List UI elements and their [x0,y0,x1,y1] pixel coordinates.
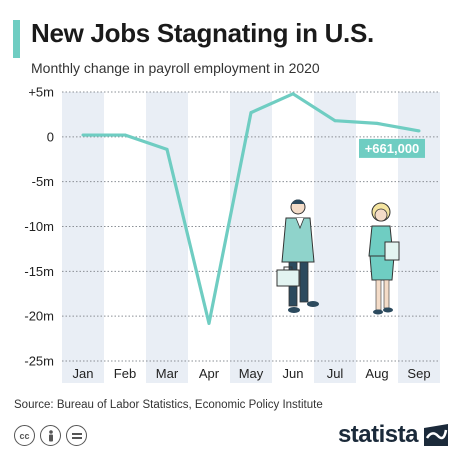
business-people-illustration [276,199,400,315]
data-point [291,92,295,96]
series-line [81,92,421,325]
x-tick-label: May [239,366,264,381]
y-tick-label: 0 [47,129,54,144]
x-tick-label: Aug [365,366,388,381]
cc-icon[interactable]: cc [14,425,35,446]
y-tick-label: -10m [24,219,54,234]
month-bands [62,92,440,383]
businessman-figure [276,199,319,313]
data-point [375,121,379,125]
y-tick-label: -15m [24,264,54,279]
x-tick-label: Jul [327,366,344,381]
x-tick-label: Feb [114,366,136,381]
month-band [62,92,104,383]
data-point [417,129,421,133]
month-band [314,92,356,383]
statista-logo-icon [424,424,448,446]
data-point [165,147,169,151]
annotation-box [359,138,425,158]
title-accent-bar [13,20,20,58]
x-tick-label: Jan [73,366,94,381]
y-tick-label: -25m [24,354,54,369]
month-band [230,92,272,383]
y-tick-label: -20m [24,309,54,324]
annotation-label: +661,000 [365,141,420,156]
data-point [333,119,337,123]
x-axis-labels: Jan Feb Mar Apr May Jun Jul Aug Sep [73,366,431,381]
data-point [81,133,85,137]
month-band [398,92,440,383]
businesswoman-figure [368,202,400,315]
y-axis-labels: +5m 0 -5m -10m -15m -20m -25m [24,85,54,369]
source-note: Source: Bureau of Labor Statistics, Econ… [14,399,323,411]
x-tick-label: Mar [156,366,179,381]
license-icons: cc [14,425,87,446]
data-point [123,133,127,137]
data-point [207,321,211,325]
brand-name: statista [337,421,419,448]
x-tick-label: Apr [199,366,220,381]
x-tick-label: Jun [283,366,304,381]
value-annotation: +661,000 [359,138,425,158]
y-tick-label: +5m [28,85,54,100]
month-band [146,92,188,383]
statista-brand[interactable]: statista [338,421,448,449]
y-tick-label: -5m [32,174,54,189]
x-tick-label: Sep [407,366,430,381]
chart-title: New Jobs Stagnating in U.S. [31,18,374,48]
line-chart: +5m0-5m-10m-15m-20m-25m Jan Feb Mar Apr May J… [24,85,440,383]
no-derivatives-icon[interactable] [66,425,87,446]
chart-subtitle: Monthly change in payroll employment in … [31,60,320,76]
data-point [249,111,253,115]
attribution-icon[interactable] [40,425,61,446]
